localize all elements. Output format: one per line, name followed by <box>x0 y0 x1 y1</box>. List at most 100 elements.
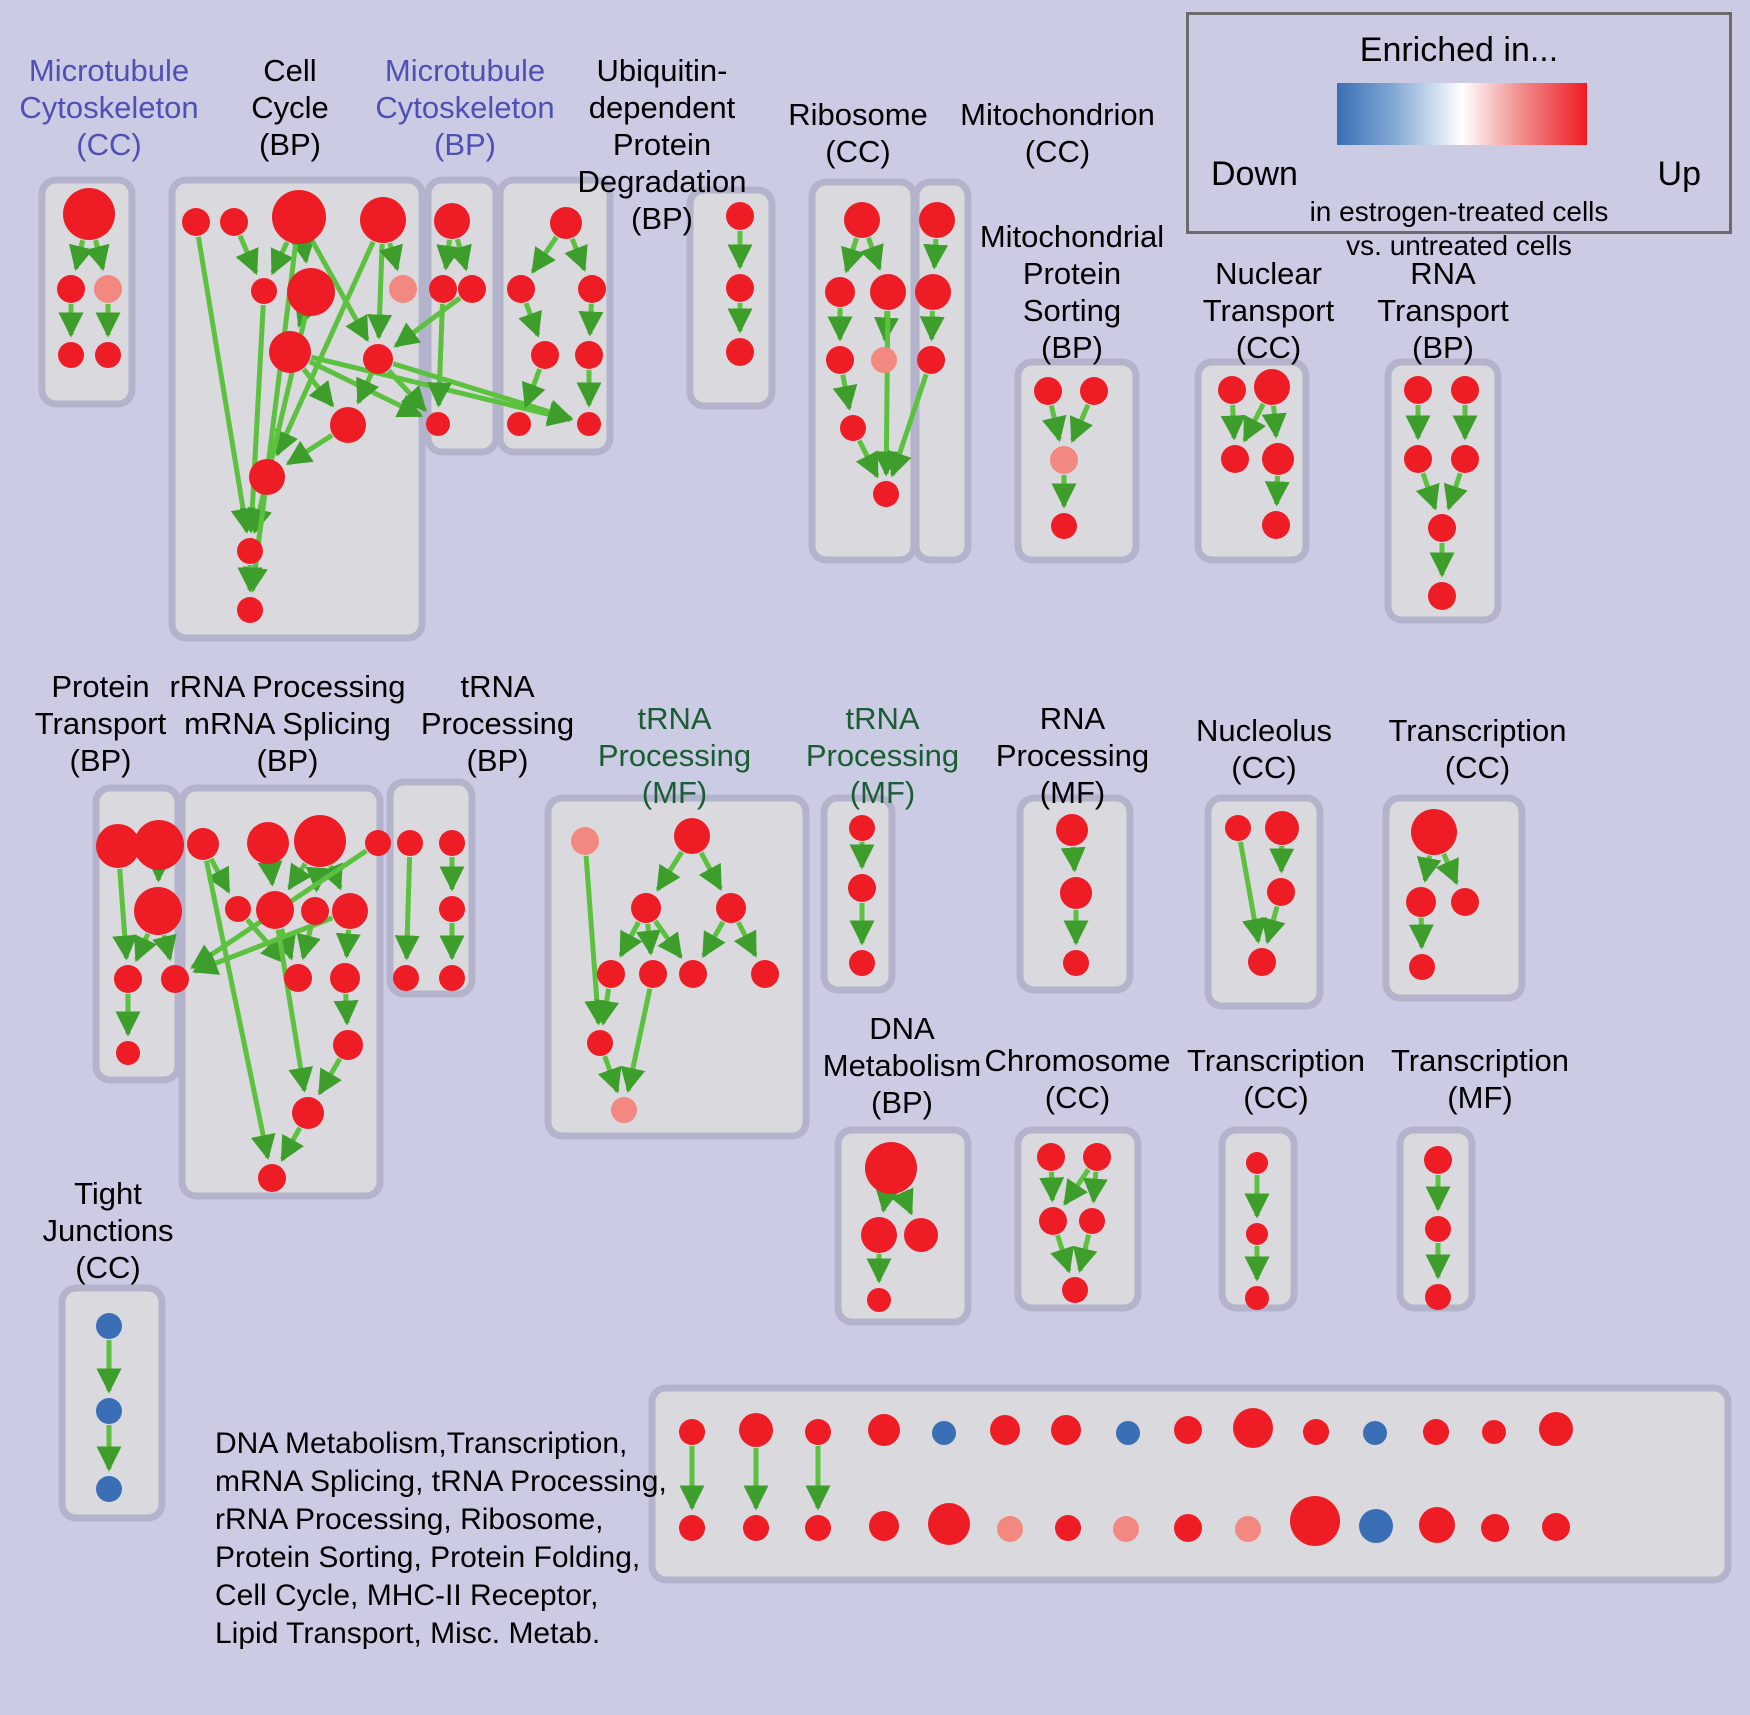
gene-set-node[interactable] <box>990 1415 1020 1445</box>
gene-set-node[interactable] <box>1451 376 1479 404</box>
gene-set-node[interactable] <box>870 274 906 310</box>
gene-set-node[interactable] <box>1425 1284 1451 1310</box>
gene-set-node[interactable] <box>1542 1513 1570 1541</box>
gene-set-node[interactable] <box>187 828 219 860</box>
gene-set-node[interactable] <box>1262 443 1294 475</box>
gene-set-node[interactable] <box>849 950 875 976</box>
gene-set-node[interactable] <box>873 481 899 507</box>
gene-set-node[interactable] <box>1174 1514 1202 1542</box>
gene-set-node[interactable] <box>220 208 248 236</box>
gene-set-node[interactable] <box>258 1164 286 1192</box>
gene-set-node[interactable] <box>95 342 121 368</box>
gene-set-node[interactable] <box>1218 376 1246 404</box>
gene-set-node[interactable] <box>96 1476 122 1502</box>
gene-set-node[interactable] <box>507 275 535 303</box>
gene-set-node[interactable] <box>679 960 707 988</box>
gene-set-node[interactable] <box>865 1142 917 1194</box>
gene-set-node[interactable] <box>1423 1419 1449 1445</box>
gene-set-node[interactable] <box>96 1398 122 1424</box>
gene-set-node[interactable] <box>1404 376 1432 404</box>
gene-set-node[interactable] <box>1406 887 1436 917</box>
gene-set-node[interactable] <box>1051 1415 1081 1445</box>
gene-set-node[interactable] <box>1265 811 1299 845</box>
gene-set-node[interactable] <box>1424 1146 1452 1174</box>
gene-set-node[interactable] <box>1425 1216 1451 1242</box>
gene-set-node[interactable] <box>1451 888 1479 916</box>
gene-set-node[interactable] <box>840 415 866 441</box>
gene-set-node[interactable] <box>439 830 465 856</box>
gene-set-node[interactable] <box>1055 1515 1081 1541</box>
gene-set-node[interactable] <box>397 830 423 856</box>
gene-set-node[interactable] <box>301 897 329 925</box>
gene-set-node[interactable] <box>597 960 625 988</box>
gene-set-node[interactable] <box>1428 514 1456 542</box>
gene-set-node[interactable] <box>1174 1416 1202 1444</box>
gene-set-node[interactable] <box>997 1516 1023 1542</box>
gene-set-node[interactable] <box>825 277 855 307</box>
gene-set-node[interactable] <box>726 274 754 302</box>
gene-set-node[interactable] <box>426 412 450 436</box>
gene-set-node[interactable] <box>225 896 251 922</box>
gene-set-node[interactable] <box>1050 446 1078 474</box>
gene-set-node[interactable] <box>726 338 754 366</box>
gene-set-node[interactable] <box>332 893 368 929</box>
gene-set-node[interactable] <box>1482 1420 1506 1444</box>
gene-set-node[interactable] <box>631 893 661 923</box>
gene-set-node[interactable] <box>1056 814 1088 846</box>
gene-set-node[interactable] <box>1080 377 1108 405</box>
gene-set-node[interactable] <box>826 346 854 374</box>
gene-set-node[interactable] <box>360 197 406 243</box>
gene-set-node[interactable] <box>1245 1286 1269 1310</box>
gene-set-node[interactable] <box>1419 1507 1455 1543</box>
gene-set-node[interactable] <box>1063 950 1089 976</box>
gene-set-node[interactable] <box>434 203 470 239</box>
gene-set-node[interactable] <box>1079 1208 1105 1234</box>
gene-set-node[interactable] <box>249 459 285 495</box>
gene-set-node[interactable] <box>161 965 189 993</box>
gene-set-node[interactable] <box>674 818 710 854</box>
gene-set-node[interactable] <box>1062 1277 1088 1303</box>
gene-set-node[interactable] <box>94 275 122 303</box>
gene-set-node[interactable] <box>1481 1514 1509 1542</box>
gene-set-node[interactable] <box>571 827 599 855</box>
gene-set-node[interactable] <box>1221 445 1249 473</box>
gene-set-node[interactable] <box>919 202 955 238</box>
gene-set-node[interactable] <box>363 344 393 374</box>
gene-set-node[interactable] <box>96 1313 122 1339</box>
gene-set-node[interactable] <box>393 965 419 991</box>
gene-set-node[interactable] <box>57 275 85 303</box>
gene-set-node[interactable] <box>330 407 366 443</box>
gene-set-node[interactable] <box>1246 1152 1268 1174</box>
gene-set-node[interactable] <box>269 331 311 373</box>
gene-set-node[interactable] <box>1404 445 1432 473</box>
gene-set-node[interactable] <box>1051 513 1077 539</box>
gene-set-node[interactable] <box>726 202 754 230</box>
gene-set-node[interactable] <box>1359 1509 1393 1543</box>
gene-set-node[interactable] <box>134 887 182 935</box>
gene-set-node[interactable] <box>531 341 559 369</box>
gene-set-node[interactable] <box>1451 445 1479 473</box>
gene-set-node[interactable] <box>1225 815 1251 841</box>
gene-set-node[interactable] <box>844 202 880 238</box>
gene-set-node[interactable] <box>439 965 465 991</box>
gene-set-node[interactable] <box>1037 1143 1065 1171</box>
gene-set-node[interactable] <box>237 597 263 623</box>
gene-set-node[interactable] <box>805 1515 831 1541</box>
gene-set-node[interactable] <box>256 891 294 929</box>
gene-set-node[interactable] <box>58 342 84 368</box>
gene-set-node[interactable] <box>578 275 606 303</box>
gene-set-node[interactable] <box>932 1421 956 1445</box>
gene-set-node[interactable] <box>868 1414 900 1446</box>
gene-set-node[interactable] <box>1233 1408 1273 1448</box>
gene-set-node[interactable] <box>575 341 603 369</box>
gene-set-node[interactable] <box>1235 1516 1261 1542</box>
gene-set-node[interactable] <box>739 1413 773 1447</box>
gene-set-node[interactable] <box>134 820 184 870</box>
gene-set-node[interactable] <box>805 1419 831 1445</box>
gene-set-node[interactable] <box>917 346 945 374</box>
gene-set-node[interactable] <box>1539 1412 1573 1446</box>
gene-set-node[interactable] <box>1428 582 1456 610</box>
gene-set-node[interactable] <box>1116 1421 1140 1445</box>
gene-set-node[interactable] <box>330 963 360 993</box>
gene-set-node[interactable] <box>116 1041 140 1065</box>
